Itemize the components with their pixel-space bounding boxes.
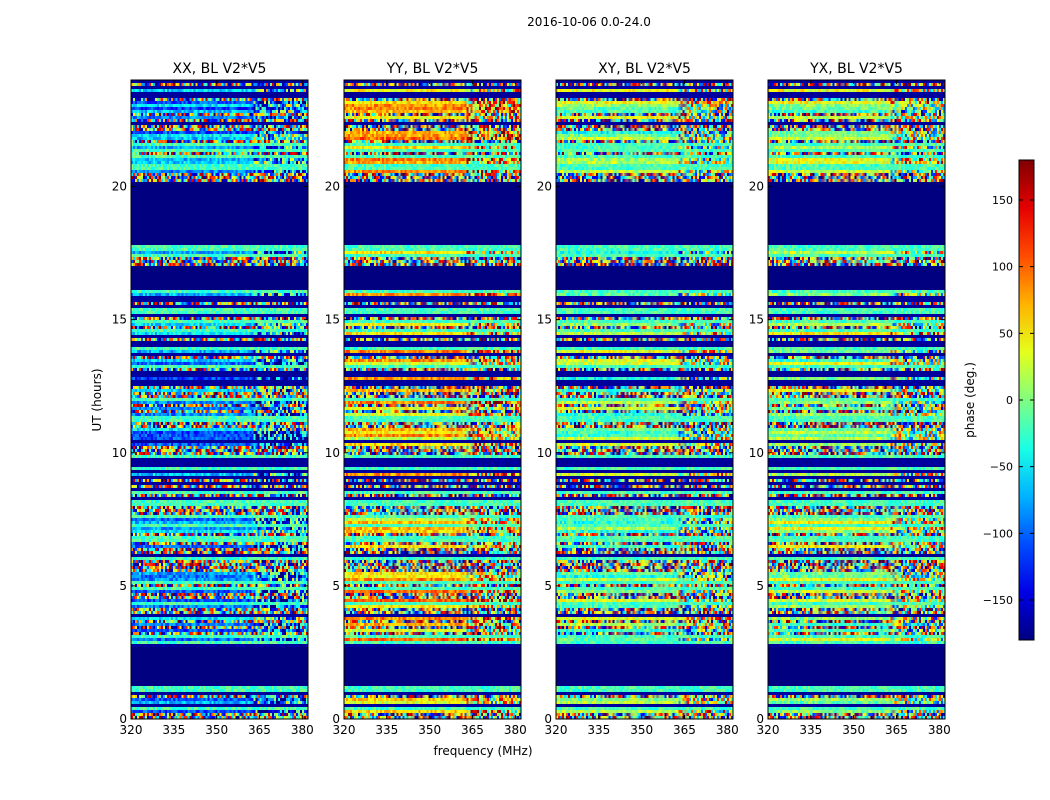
x-tick-label: 380 xyxy=(504,723,527,737)
panel-title-yx: YX, BL V2*V5 xyxy=(809,61,903,77)
y-tick-label: 15 xyxy=(537,313,552,327)
x-tick-label: 365 xyxy=(461,723,484,737)
panel-frame-yx xyxy=(767,79,946,720)
x-tick-label: 320 xyxy=(545,723,568,737)
y-tick-label: 10 xyxy=(749,446,764,460)
y-tick-label: 15 xyxy=(112,313,127,327)
y-tick-label: 15 xyxy=(749,313,764,327)
panel-title-xx: XX, BL V2*V5 xyxy=(173,61,267,77)
panel-frame-xy xyxy=(555,79,734,720)
colorbar-tick-label: 0 xyxy=(1006,394,1013,407)
x-tick-label: 335 xyxy=(375,723,398,737)
y-tick-label: 10 xyxy=(537,446,552,460)
y-tick-label: 10 xyxy=(112,446,127,460)
x-tick-label: 350 xyxy=(205,723,228,737)
chart-title: 2016-10-06 0.0-24.0 xyxy=(527,15,651,29)
y-tick-label: 5 xyxy=(119,579,127,593)
y-tick-label: 10 xyxy=(325,446,340,460)
colorbar-tick-label: −100 xyxy=(983,527,1013,540)
y-tick-label: 5 xyxy=(544,579,552,593)
panel-frame-xx xyxy=(130,79,309,720)
y-tick-label: 20 xyxy=(749,180,764,194)
colorbar-tick-label: −150 xyxy=(983,594,1013,607)
heatmap-xy xyxy=(556,80,733,719)
y-tick-label: 20 xyxy=(325,180,340,194)
y-tick-label: 20 xyxy=(537,180,552,194)
x-tick-label: 380 xyxy=(716,723,739,737)
x-tick-label: 335 xyxy=(799,723,822,737)
heatmap-yx xyxy=(768,80,945,719)
heatmap-xx xyxy=(131,80,308,719)
colorbar-tick-label: −50 xyxy=(990,461,1013,474)
heatmap-yy xyxy=(344,80,521,719)
panel-title-yy: YY, BL V2*V5 xyxy=(386,61,479,77)
y-tick-label: 5 xyxy=(756,579,764,593)
x-tick-label: 350 xyxy=(842,723,865,737)
x-tick-label: 320 xyxy=(120,723,143,737)
panel-frame-yy xyxy=(343,79,522,720)
x-tick-label: 335 xyxy=(587,723,610,737)
x-tick-label: 320 xyxy=(757,723,780,737)
x-tick-label: 365 xyxy=(673,723,696,737)
x-tick-label: 350 xyxy=(418,723,441,737)
y-tick-label: 0 xyxy=(544,712,552,726)
y-tick-label: 0 xyxy=(332,712,340,726)
x-tick-label: 380 xyxy=(928,723,951,737)
y-tick-label: 0 xyxy=(119,712,127,726)
y-tick-label: 15 xyxy=(325,313,340,327)
colorbar-tick-label: 150 xyxy=(992,194,1013,207)
x-axis-label: frequency (MHz) xyxy=(433,744,532,758)
colorbar-label: phase (deg.) xyxy=(963,362,977,438)
colorbar-tick-label: 100 xyxy=(992,261,1013,274)
x-tick-label: 380 xyxy=(291,723,314,737)
x-tick-label: 335 xyxy=(162,723,185,737)
y-tick-label: 20 xyxy=(112,180,127,194)
x-tick-label: 365 xyxy=(248,723,271,737)
y-tick-label: 0 xyxy=(756,712,764,726)
y-tick-label: 5 xyxy=(332,579,340,593)
x-tick-label: 320 xyxy=(333,723,356,737)
x-tick-label: 350 xyxy=(630,723,653,737)
colorbar-tick-label: 50 xyxy=(999,327,1013,340)
x-tick-label: 365 xyxy=(885,723,908,737)
y-axis-label: UT (hours) xyxy=(90,368,104,431)
panel-title-xy: XY, BL V2*V5 xyxy=(598,61,691,77)
